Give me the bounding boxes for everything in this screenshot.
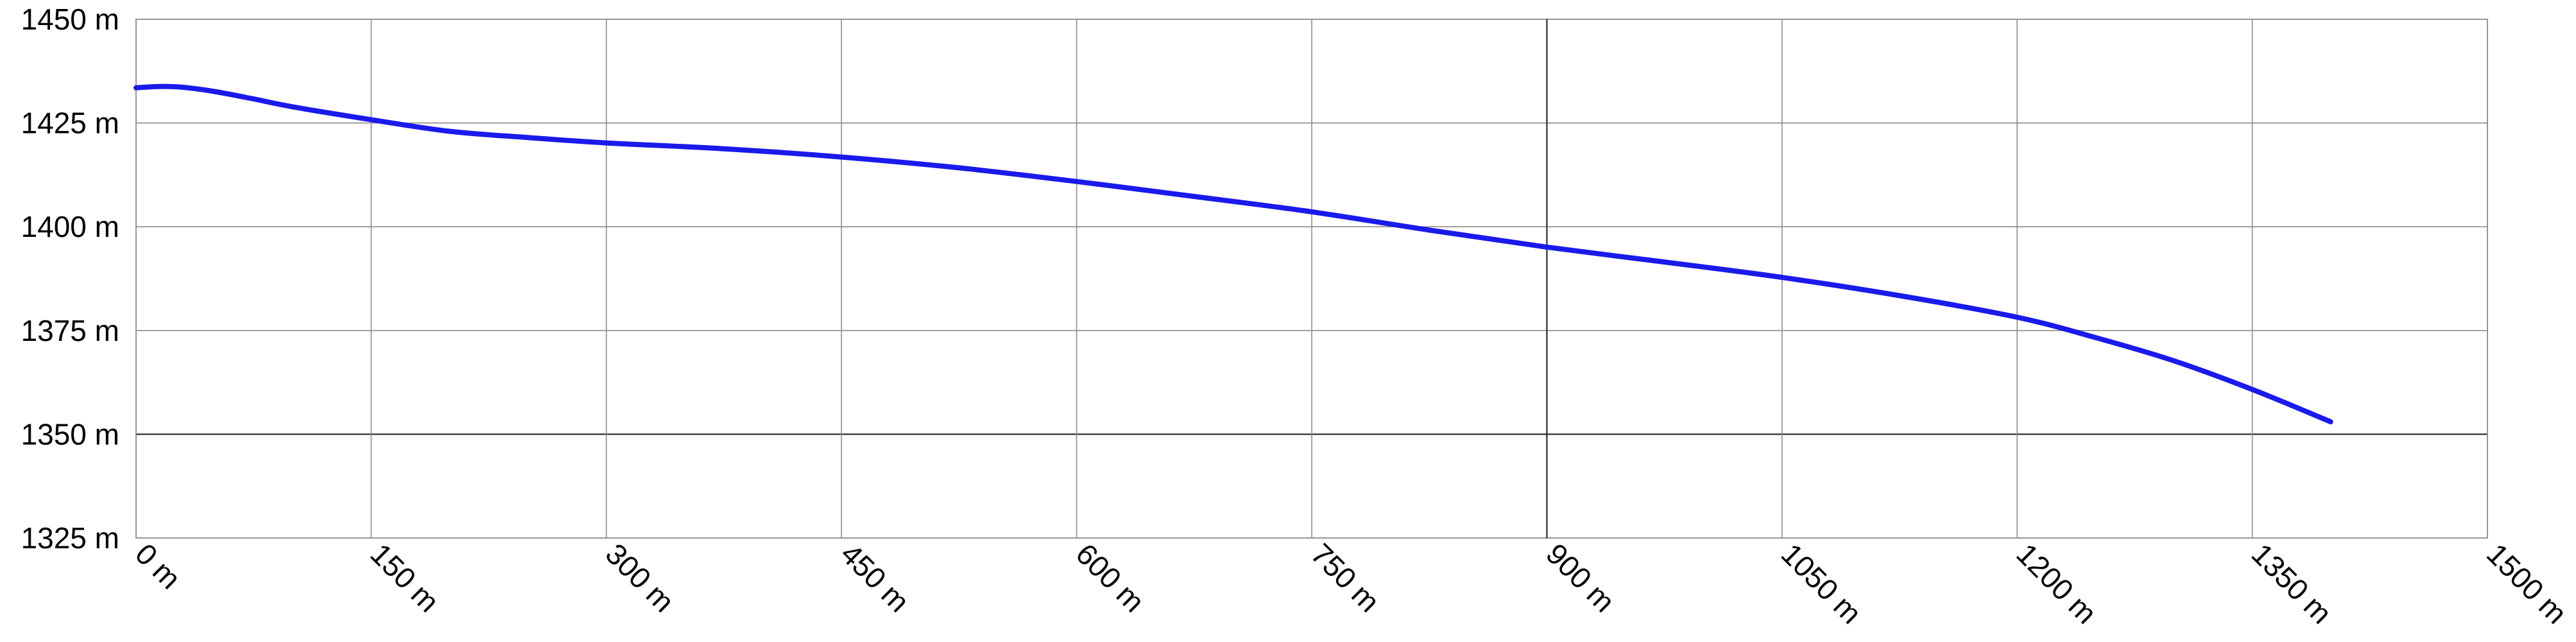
x-tick-label: 300 m: [599, 537, 681, 618]
y-tick-label: 1400 m: [21, 210, 119, 243]
y-tick-label: 1375 m: [21, 314, 119, 347]
x-tick-label: 900 m: [1540, 537, 1621, 618]
y-tick-label: 1325 m: [21, 521, 119, 555]
x-tick-label: 150 m: [364, 537, 445, 618]
elevation-series-line: [133, 83, 2333, 424]
x-tick-label: 0 m: [129, 537, 187, 595]
x-tick-label: 1500 m: [2480, 537, 2573, 630]
y-tick-label: 1425 m: [21, 107, 119, 140]
x-tick-label: 450 m: [834, 537, 916, 618]
x-tick-label: 1050 m: [1775, 537, 1868, 630]
x-tick-label: 600 m: [1070, 537, 1151, 618]
x-tick-label: 750 m: [1305, 537, 1386, 618]
y-tick-label: 1450 m: [21, 3, 119, 36]
x-tick-label: 1200 m: [2010, 537, 2103, 630]
x-tick-label: 1350 m: [2245, 537, 2339, 630]
y-tick-label: 1350 m: [21, 417, 119, 451]
